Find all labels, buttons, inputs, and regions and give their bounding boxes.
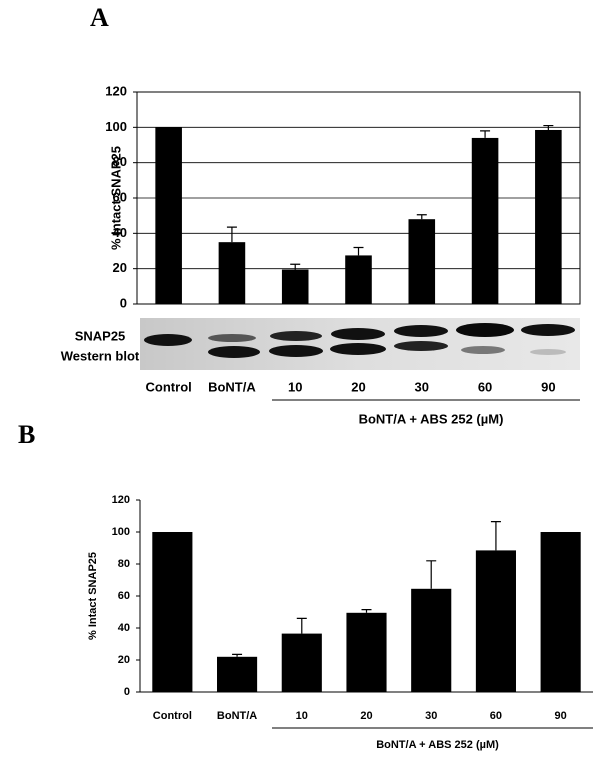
bar — [218, 242, 246, 304]
x-tick-label: 10 — [296, 710, 308, 722]
y-tick-label: 60 — [118, 590, 130, 602]
panel-label: A — [90, 3, 109, 32]
x-tick-label: 30 — [425, 710, 437, 722]
bar — [346, 612, 387, 692]
panel-label: B — [18, 420, 35, 449]
error-bar — [290, 263, 301, 270]
group-label: BoNT/A + ABS 252 (µM) — [376, 739, 499, 751]
x-tick-label: BoNT/A — [208, 379, 256, 394]
y-tick-label: 20 — [113, 260, 127, 275]
x-tick-label: 20 — [351, 379, 365, 394]
y-tick-label: 100 — [105, 119, 127, 134]
error-bar — [416, 214, 427, 220]
y-axis-label: % Intact SNAP25 — [108, 146, 123, 250]
y-tick-label: 100 — [112, 526, 130, 538]
y-tick-label: 120 — [105, 83, 127, 98]
y-tick-label: 20 — [118, 654, 130, 666]
y-tick-label: 60 — [113, 189, 127, 204]
error-bar — [543, 124, 554, 130]
bar — [217, 656, 258, 692]
error-bar — [361, 609, 372, 613]
error-bar — [296, 617, 307, 634]
x-tick-label: 20 — [360, 710, 372, 722]
x-tick-label: 10 — [288, 379, 302, 394]
x-tick-label: 30 — [415, 379, 429, 394]
error-bar — [232, 653, 243, 657]
error-bar — [490, 521, 501, 551]
western-blot — [140, 318, 580, 370]
y-tick-label: 0 — [120, 295, 127, 310]
error-bar — [480, 130, 491, 138]
bar — [540, 532, 581, 692]
bar — [535, 129, 562, 304]
bar — [475, 550, 516, 692]
bar — [471, 137, 499, 304]
group-label: BoNT/A + ABS 252 (µM) — [359, 411, 504, 426]
y-axis-label: % Intact SNAP25 — [87, 552, 99, 640]
y-tick-label: 40 — [118, 622, 130, 634]
x-tick-label: Control — [146, 379, 192, 394]
error-bar — [426, 560, 437, 589]
x-tick-label: Control — [153, 710, 192, 722]
bar — [281, 269, 309, 304]
x-tick-label: 90 — [541, 379, 555, 394]
bar — [155, 127, 182, 304]
bar — [152, 532, 193, 692]
x-tick-label: 90 — [555, 710, 567, 722]
error-bar — [353, 246, 364, 256]
bar — [411, 588, 452, 692]
bar — [281, 633, 322, 692]
error-bar — [226, 226, 237, 243]
x-tick-label: BoNT/A — [217, 710, 257, 722]
x-tick-label: 60 — [478, 379, 492, 394]
y-tick-label: 120 — [112, 494, 130, 506]
blot-label: Western blot — [61, 348, 140, 363]
blot-label: SNAP25 — [75, 328, 126, 343]
bar — [345, 255, 372, 304]
x-tick-label: 60 — [490, 710, 502, 722]
y-tick-label: 80 — [113, 154, 127, 169]
y-tick-label: 80 — [118, 558, 130, 570]
y-tick-label: 40 — [113, 225, 127, 240]
y-tick-label: 0 — [124, 686, 130, 698]
bar — [408, 219, 436, 304]
